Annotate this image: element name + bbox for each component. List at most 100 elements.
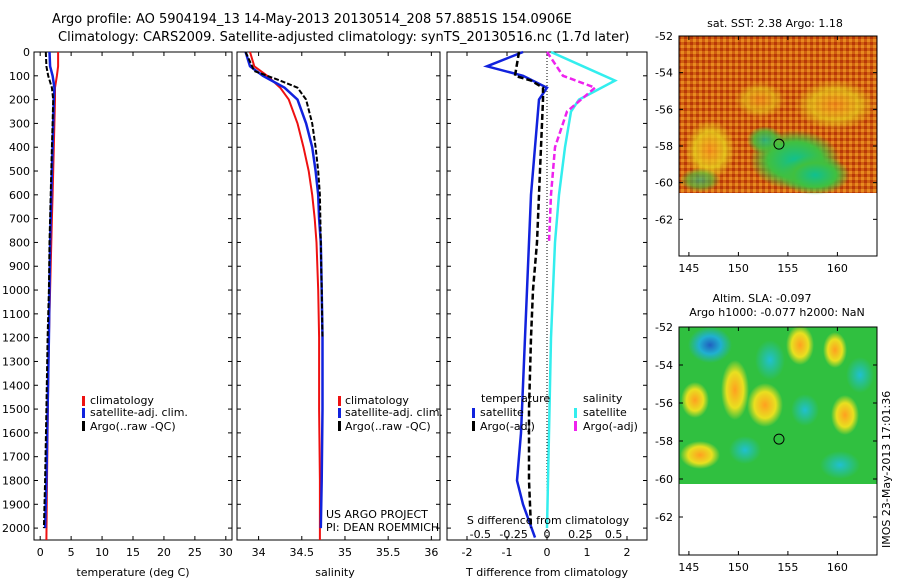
header-line2: Climatology: CARS2009. Satellite-adjuste… <box>58 30 630 45</box>
xtick-top-label: -0.5 <box>470 528 491 541</box>
ytick-label: 800 <box>9 236 30 249</box>
map-xtick-label: 160 <box>827 561 848 574</box>
ytick-label: 1900 <box>2 498 30 511</box>
map-ytick-label: -54 <box>655 67 673 80</box>
ytick-label: 1200 <box>2 332 30 345</box>
ytick-label: 1600 <box>2 427 30 440</box>
xtick-label: 0 <box>544 546 551 559</box>
map-ytick-label: -62 <box>655 511 673 524</box>
salinity-legend-satellite: satellite-adj. clim. <box>345 406 443 419</box>
xtick-label: 34.5 <box>290 546 315 559</box>
series-line-satellite <box>545 50 618 529</box>
series-line-argo-adj- <box>545 51 598 243</box>
temperature-legend-climatology: climatology <box>90 394 154 407</box>
xtick-label: 10 <box>95 546 109 559</box>
sla-map-subtitle: Argo h1000: -0.077 h2000: NaN <box>689 306 865 319</box>
xtick-label: 0 <box>37 546 44 559</box>
xtick-top-label: 0.25 <box>568 528 593 541</box>
difference-legend: temperature salinity satellite Argo(-adj… <box>472 392 638 433</box>
map-ytick-label: -56 <box>655 103 673 116</box>
temperature-panel: 0100200300400500600700800900100011001200… <box>2 46 233 579</box>
xtick-label: 35.5 <box>376 546 401 559</box>
map-xtick-label: 155 <box>777 561 798 574</box>
xtick-label: 5 <box>68 546 75 559</box>
map-xtick-label: 145 <box>678 561 699 574</box>
sla-argo-marker <box>773 433 785 445</box>
series-line-argo-raw-qc- <box>244 51 324 338</box>
xtick-label: 35 <box>338 546 352 559</box>
map-ytick-label: -52 <box>655 30 673 43</box>
temperature-xlabel: temperature (deg C) <box>76 566 189 579</box>
xtick-label: 30 <box>219 546 233 559</box>
sst-argo-marker <box>773 138 785 150</box>
map-ytick-label: -52 <box>655 321 673 334</box>
series-line-argo-raw-qc- <box>42 51 55 529</box>
sst-field <box>679 36 877 195</box>
temperature-legend-satellite: satellite-adj. clim. <box>90 406 188 419</box>
map-ytick-label: -60 <box>655 177 673 190</box>
series-line-argo-adj- <box>513 51 545 529</box>
salinity-legend: climatology satellite-adj. clim. Argo(..… <box>338 394 443 433</box>
series-line-satellite <box>483 50 549 539</box>
ytick-label: 900 <box>9 260 30 273</box>
map-ytick-label: -54 <box>655 359 673 372</box>
xtick-label: 2 <box>624 546 631 559</box>
sst-map-panel: sat. SST: 2.38 Argo: 1.18 145 150 155 160 -5… <box>655 17 878 275</box>
legend-t-satellite: satellite <box>480 406 524 419</box>
ytick-label: 1800 <box>2 474 30 487</box>
series-line-climatology <box>249 51 321 540</box>
ytick-label: 2000 <box>2 522 30 535</box>
legend-temperature-title: temperature <box>481 392 550 405</box>
legend-s-argo: Argo(-adj) <box>583 420 638 433</box>
difference-panel: -2 -1 0 1 2 -0.5 -0.25 0 0.25 0.5 T difference fr… <box>446 50 648 579</box>
difference-xlabel: T difference from climatology <box>465 566 628 579</box>
map-ytick-label: -58 <box>655 435 673 448</box>
xtick-label: 15 <box>126 546 140 559</box>
map-ytick-label: -58 <box>655 140 673 153</box>
header-line1: Argo profile: AO 5904194_13 14-May-2013 … <box>52 12 572 27</box>
difference-xlabel-top: S difference from climatology <box>467 514 630 527</box>
ytick-label: 100 <box>9 70 30 83</box>
ytick-label: 200 <box>9 94 30 107</box>
salinity-panel: 34 34.5 35 35.5 36 salinity climatology sate… <box>236 51 443 579</box>
map-ytick-label: -60 <box>655 473 673 486</box>
xtick-top-label: 0.5 <box>605 528 623 541</box>
sla-map-title: Altim. SLA: -0.097 <box>712 292 811 305</box>
ytick-label: 0 <box>23 46 30 59</box>
legend-salinity-title: salinity <box>583 392 623 405</box>
map-xtick-label: 160 <box>827 262 848 275</box>
sst-map-title: sat. SST: 2.38 Argo: 1.18 <box>707 17 843 30</box>
temperature-legend: climatology satellite-adj. clim. Argo(..… <box>82 394 188 433</box>
ytick-label: 1000 <box>2 284 30 297</box>
xtick-label: 36 <box>424 546 438 559</box>
temperature-axes <box>33 51 233 541</box>
map-xtick-label: 150 <box>728 561 749 574</box>
legend-s-satellite: satellite <box>583 406 627 419</box>
side-stamp: IMOS 23-May-2013 17:01:36 <box>880 391 893 548</box>
map-xtick-label: 145 <box>678 262 699 275</box>
ytick-label: 700 <box>9 213 30 226</box>
series-line-satellite-adj-clim- <box>43 51 56 529</box>
ytick-label: 1100 <box>2 308 30 321</box>
ytick-label: 1500 <box>2 403 30 416</box>
sla-field <box>679 325 877 484</box>
ytick-label: 1300 <box>2 355 30 368</box>
salinity-axes <box>236 51 441 541</box>
ytick-label: 400 <box>9 141 30 154</box>
xtick-label: 34 <box>252 546 266 559</box>
temperature-legend-argo: Argo(..raw -QC) <box>90 420 176 433</box>
salinity-legend-climatology: climatology <box>345 394 409 407</box>
ytick-label: 500 <box>9 165 30 178</box>
map-ytick-label: -56 <box>655 397 673 410</box>
xtick-label: 1 <box>584 546 591 559</box>
map-xtick-label: 155 <box>777 262 798 275</box>
xtick-label: -1 <box>502 546 513 559</box>
salinity-legend-argo: Argo(..raw -QC) <box>345 420 431 433</box>
xtick-top-label: -0.25 <box>499 528 527 541</box>
ytick-label: 600 <box>9 189 30 202</box>
xtick-label: -2 <box>462 546 473 559</box>
credit-line1: US ARGO PROJECT <box>326 508 428 521</box>
credit-line2: PI: DEAN ROEMMICH <box>326 521 439 534</box>
xtick-top-label: 0 <box>544 528 551 541</box>
